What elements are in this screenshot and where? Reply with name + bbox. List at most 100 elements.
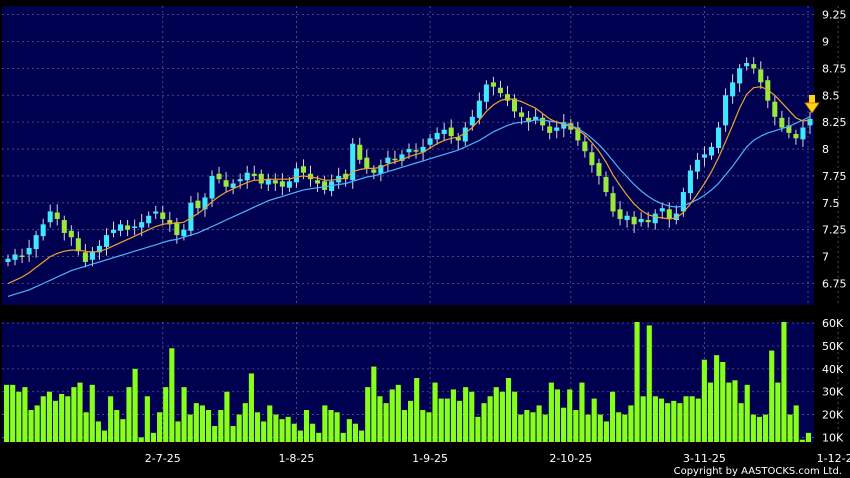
candle-body — [103, 235, 110, 247]
candle-body — [716, 127, 722, 148]
candle-body — [237, 179, 243, 182]
volume-bar — [273, 414, 279, 442]
candle-body — [47, 211, 53, 223]
volume-bar — [316, 432, 322, 442]
candle-body — [26, 247, 32, 255]
candle-body — [343, 173, 349, 180]
volume-y-axis: 60K 50K 40K 30K 20K 10K — [822, 317, 844, 444]
volume-bar — [432, 382, 438, 442]
candle-body — [476, 100, 482, 118]
volume-tick-label: 60K — [822, 317, 844, 330]
candle-body — [793, 133, 799, 139]
candle-body — [132, 226, 138, 228]
volume-bar — [59, 394, 65, 442]
candle-body — [483, 84, 489, 102]
candle-body — [575, 127, 581, 141]
volume-bar — [236, 414, 242, 442]
volume-bar — [450, 389, 456, 442]
candle-body — [82, 252, 88, 262]
volume-bar — [144, 396, 150, 442]
candle-body — [230, 183, 236, 188]
volume-bar — [175, 421, 181, 442]
candle-body — [737, 68, 743, 84]
candle-body — [40, 224, 46, 237]
date-x-axis: 2-7-25 1-8-25 1-9-25 2-10-25 3-11-25 1-12-25 — [145, 452, 850, 465]
date-tick-label: 1-12-25 — [817, 452, 850, 465]
volume-bar — [371, 366, 377, 442]
volume-bar — [114, 410, 120, 442]
volume-bar — [499, 391, 505, 442]
candle-body — [448, 127, 454, 137]
volume-bar — [126, 387, 132, 442]
candle-body — [751, 64, 757, 69]
candle-body — [110, 229, 117, 233]
volume-bar — [714, 355, 720, 442]
volume-bar — [120, 419, 126, 442]
date-tick-label: 3-11-25 — [683, 452, 726, 465]
volume-bar — [720, 362, 726, 442]
volume-bar — [512, 391, 518, 442]
volume-bar — [787, 414, 793, 442]
candle-body — [96, 245, 102, 253]
volume-bar — [206, 410, 212, 442]
volume-bar — [536, 405, 542, 442]
candle-body — [666, 209, 672, 219]
candle-body — [216, 173, 222, 180]
candle-body — [399, 154, 405, 161]
volume-bar — [346, 419, 352, 442]
volume-bar — [444, 398, 450, 442]
price-grid — [2, 6, 839, 305]
candle-body — [89, 251, 95, 260]
candle-body — [5, 258, 11, 262]
volume-bar — [108, 396, 114, 442]
volume-bar — [493, 387, 499, 442]
volume-bar — [469, 391, 475, 442]
candle-body — [315, 180, 321, 184]
volume-bar — [799, 439, 805, 442]
candle-body — [125, 225, 131, 230]
volume-bar — [365, 387, 371, 442]
volume-bar — [738, 403, 744, 442]
volume-bar — [689, 396, 695, 442]
candle-body — [800, 127, 806, 140]
price-tick-label: 7.75 — [822, 170, 847, 183]
candle-body — [631, 216, 637, 225]
volume-bars — [4, 322, 811, 442]
volume-bar — [261, 421, 267, 442]
candle-body — [223, 180, 229, 187]
candle-body — [413, 150, 419, 152]
date-tick-label: 2-10-25 — [549, 452, 592, 465]
price-tick-label: 8.5 — [822, 89, 840, 102]
candle-body — [540, 117, 546, 126]
volume-bar — [181, 387, 187, 442]
candle-body — [730, 82, 736, 97]
volume-bar — [328, 410, 334, 442]
volume-bar — [254, 412, 261, 442]
volume-bar — [781, 322, 787, 442]
candle-body — [519, 112, 525, 117]
volume-bar — [340, 432, 346, 442]
volume-bar — [352, 423, 359, 442]
volume-bar — [548, 382, 554, 442]
marker-shaft — [809, 94, 815, 104]
candle-body — [61, 220, 67, 233]
candle-body — [286, 181, 292, 188]
candle-body — [406, 149, 412, 153]
candle-body — [554, 127, 560, 131]
candle-body — [244, 172, 250, 181]
volume-bar — [805, 432, 811, 442]
volume-bar — [769, 350, 775, 442]
volume-bar — [297, 430, 303, 442]
volume-bar — [567, 389, 573, 442]
candle-body — [659, 208, 665, 212]
volume-bar — [793, 405, 799, 442]
candle-body — [441, 129, 447, 134]
candlestick-series — [5, 57, 813, 268]
volume-bar — [420, 410, 426, 442]
volume-bar — [475, 416, 481, 442]
candle-body — [744, 63, 750, 67]
volume-bar — [334, 412, 340, 442]
ma-long-line — [7, 116, 811, 297]
volume-bar — [665, 403, 671, 442]
candle-body — [251, 173, 257, 176]
